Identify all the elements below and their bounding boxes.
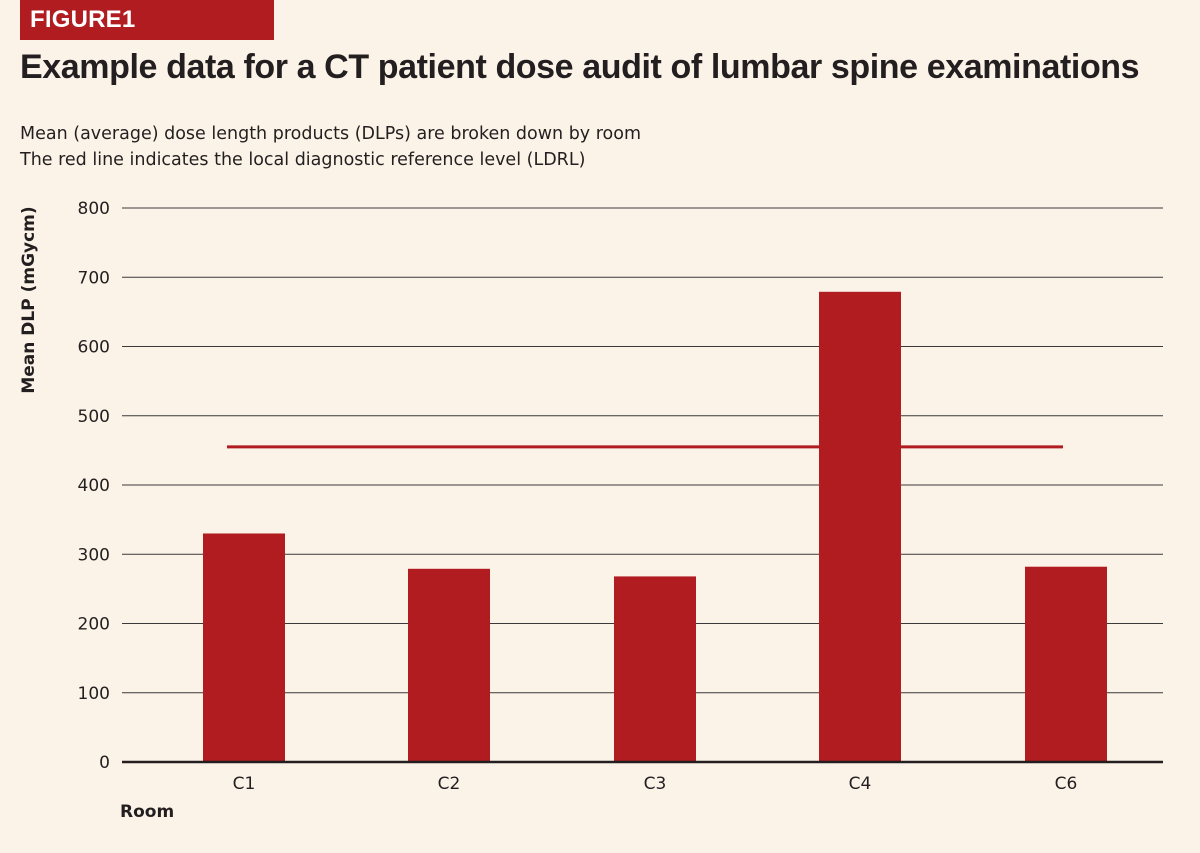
- y-tick-label-400: 400: [78, 476, 110, 496]
- x-axis-label: Room: [120, 802, 175, 822]
- figure-label: FIGURE1: [20, 0, 274, 40]
- axes: 0 100 200 300 400 500 600 700 800 C1 C2 C3 C4 C6: [78, 199, 1163, 794]
- y-tick-label-100: 100: [78, 684, 110, 704]
- x-tick-label-C2: C2: [438, 774, 461, 794]
- bar-C1: [203, 533, 285, 762]
- bar-C6: [1025, 566, 1107, 762]
- y-tick-label-0: 0: [99, 753, 110, 773]
- y-tick-label-700: 700: [78, 268, 110, 288]
- y-tick-label-200: 200: [78, 615, 110, 635]
- gridlines: [122, 207, 1163, 694]
- x-tick-label-C1: C1: [233, 774, 256, 794]
- bars: [203, 291, 1107, 762]
- y-tick-label-800: 800: [78, 199, 110, 219]
- y-tick-label-600: 600: [78, 338, 110, 358]
- bar-C3: [614, 576, 696, 762]
- chart-subtitle-line-2: The red line indicates the local diagnos…: [20, 150, 586, 170]
- bar-C2: [408, 568, 490, 762]
- bar-C4: [819, 291, 901, 762]
- y-tick-label-500: 500: [78, 407, 110, 427]
- y-tick-label-300: 300: [78, 545, 110, 565]
- x-tick-label-C4: C4: [849, 774, 872, 794]
- chart-title: Example data for a CT patient dose audit…: [20, 48, 1140, 86]
- x-tick-label-C6: C6: [1055, 774, 1078, 794]
- x-tick-label-C3: C3: [644, 774, 667, 794]
- chart-subtitle-line-1: Mean (average) dose length products (DLP…: [20, 124, 642, 144]
